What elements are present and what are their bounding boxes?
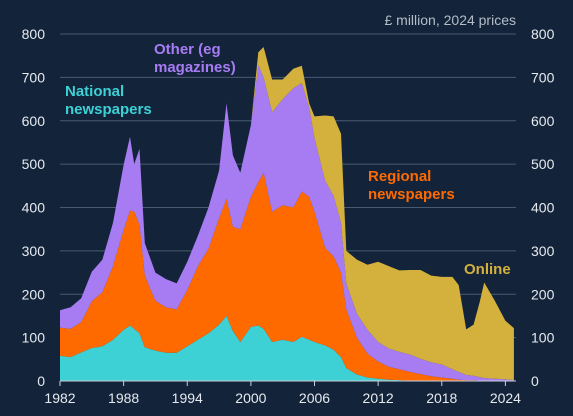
annotation-national-line-0: National [65, 83, 124, 100]
y-tick-left-700: 700 [22, 69, 46, 85]
x-tick-2000: 2000 [235, 390, 266, 406]
annotation-other-line-1: magazines) [154, 59, 236, 76]
y-tick-left-100: 100 [22, 330, 46, 346]
annotation-online-line-0: Online [464, 261, 511, 278]
x-tick-1994: 1994 [172, 390, 203, 406]
area-online [60, 47, 514, 381]
unit-note: £ million, 2024 prices [384, 12, 516, 28]
x-tick-2006: 2006 [299, 390, 330, 406]
annotation-online: Online [464, 261, 511, 278]
annotation-regional-line-1: newspapers [368, 186, 455, 203]
y-tick-right-500: 500 [531, 156, 555, 172]
y-tick-left-300: 300 [22, 243, 46, 259]
x-tick-2018: 2018 [426, 390, 457, 406]
y-tick-right-600: 600 [531, 113, 555, 129]
area-regional [60, 172, 514, 381]
annotation-regional-line-0: Regional [368, 168, 431, 185]
area-series [60, 47, 514, 381]
area-other [60, 65, 514, 381]
x-tick-2024: 2024 [490, 390, 521, 406]
y-tick-right-700: 700 [531, 69, 555, 85]
y-axis-left: 0 100 200 300 400 500 600 700 800 [22, 26, 46, 389]
annotation-national: National newspapers [65, 83, 152, 118]
y-tick-right-300: 300 [531, 243, 555, 259]
y-tick-left-600: 600 [22, 113, 46, 129]
y-tick-right-100: 100 [531, 330, 555, 346]
x-tick-1988: 1988 [108, 390, 139, 406]
y-tick-right-800: 800 [531, 26, 555, 42]
y-tick-left-200: 200 [22, 286, 46, 302]
x-tick-1982: 1982 [44, 390, 75, 406]
y-axis-right: 0 100 200 300 400 500 600 700 800 [531, 26, 555, 389]
area-national [60, 315, 514, 381]
annotation-national-line-1: newspapers [65, 101, 152, 118]
x-axis: 1982 1988 1994 2000 2006 2012 2018 2024 [44, 380, 521, 406]
y-tick-right-0: 0 [531, 373, 539, 389]
y-tick-left-400: 400 [22, 200, 46, 216]
annotation-other: Other (eg magazines) [154, 41, 236, 76]
y-tick-left-800: 800 [22, 26, 46, 42]
y-tick-left-0: 0 [37, 373, 45, 389]
annotation-other-line-0: Other (eg [154, 41, 221, 58]
x-tick-2012: 2012 [363, 390, 394, 406]
y-tick-right-200: 200 [531, 286, 555, 302]
y-tick-left-500: 500 [22, 156, 46, 172]
annotation-regional: Regional newspapers [368, 168, 455, 203]
y-tick-right-400: 400 [531, 200, 555, 216]
